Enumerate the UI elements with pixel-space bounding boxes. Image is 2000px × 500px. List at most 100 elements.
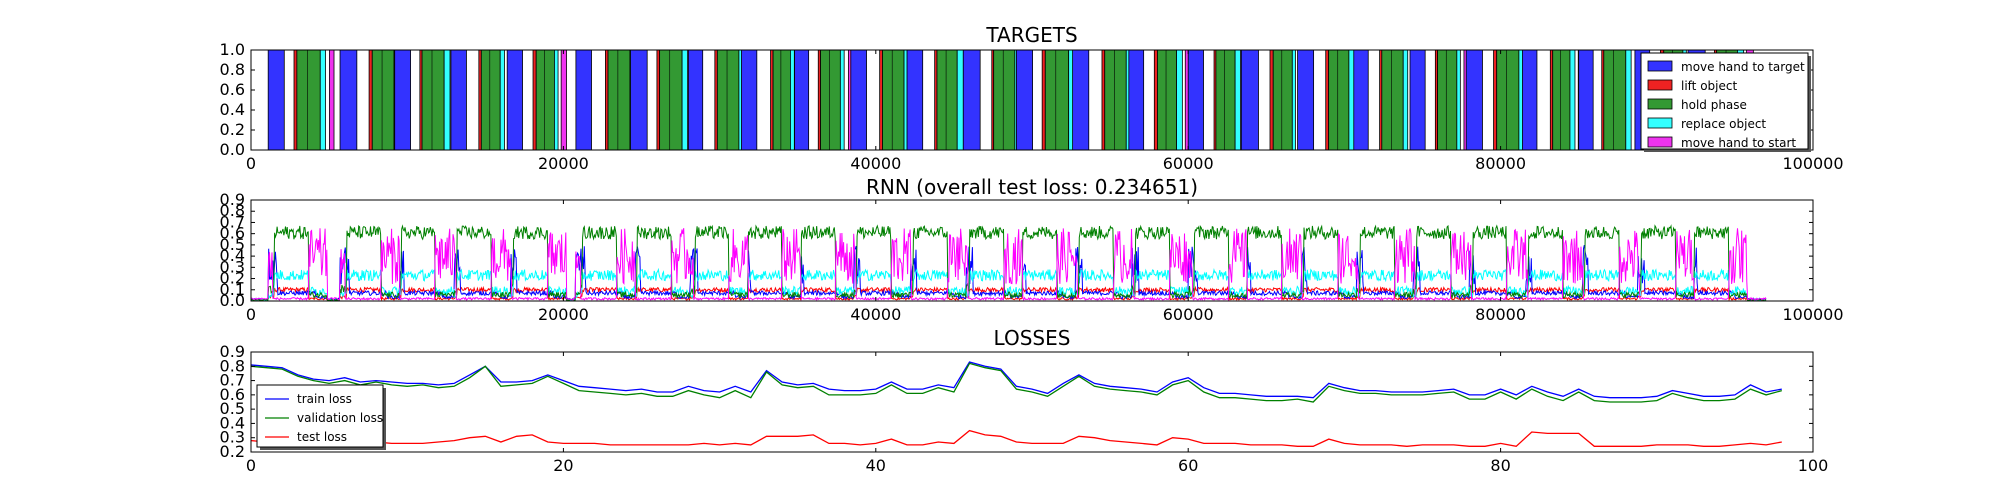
target-bar xyxy=(741,49,758,151)
rnn-xtick-label: 80000 xyxy=(1475,305,1526,324)
losses-xtick-label: 0 xyxy=(246,456,256,475)
target-bar xyxy=(630,49,648,151)
target-bar xyxy=(1128,49,1145,151)
rnn-series-magenta xyxy=(250,228,1767,302)
target-bar xyxy=(790,49,795,151)
rnn-panel: RNN (overall test loss: 0.234651) 0 20000… xyxy=(220,175,1844,324)
target-bar xyxy=(499,49,505,151)
rnn-ytick-label: 0.7 xyxy=(220,212,245,231)
target-bar xyxy=(794,49,810,151)
target-bar xyxy=(1153,49,1158,151)
target-bar xyxy=(850,49,867,151)
target-bar xyxy=(1291,49,1296,151)
target-bar xyxy=(936,49,958,151)
target-bar xyxy=(1240,49,1259,151)
target-bar xyxy=(772,49,791,151)
target-bar xyxy=(1015,49,1033,151)
targets-bars xyxy=(267,49,1754,151)
loss-line-train-loss xyxy=(250,361,1782,399)
target-bar xyxy=(1437,49,1458,151)
losses-ticks: 0 20 40 60 80 100 0.20.30.40.50.60.70.80.9 xyxy=(220,342,1829,475)
target-bar xyxy=(368,49,373,151)
targets-xtick-label: 60000 xyxy=(1163,154,1214,173)
targets-xtick-label: 0 xyxy=(246,154,256,173)
targets-xtick-label: 100000 xyxy=(1782,154,1843,173)
target-bar xyxy=(1409,49,1426,151)
target-bar xyxy=(1101,49,1106,151)
target-bar xyxy=(607,49,631,151)
losses-ytick-label: 0.7 xyxy=(220,371,245,390)
target-bar xyxy=(1272,49,1293,151)
targets-legend-label: move hand to start xyxy=(1681,136,1796,150)
targets-xtick-label: 40000 xyxy=(850,154,901,173)
target-bar xyxy=(1325,49,1330,151)
target-bar xyxy=(956,49,964,151)
target-bar xyxy=(820,49,841,151)
rnn-series-green xyxy=(250,224,1767,302)
rnn-xtick-label: 100000 xyxy=(1782,305,1843,324)
losses-xtick-label: 80 xyxy=(1490,456,1510,475)
target-bar xyxy=(296,49,321,151)
targets-legend-label: replace object xyxy=(1681,117,1766,131)
target-bar xyxy=(1215,49,1236,151)
target-bar xyxy=(1176,49,1183,151)
losses-ytick-label: 0.9 xyxy=(220,342,245,361)
rnn-xtick-label: 0 xyxy=(246,305,256,324)
losses-ytick-label: 0.6 xyxy=(220,385,245,404)
target-bar xyxy=(1269,49,1274,151)
targets-legend-swatch xyxy=(1647,98,1673,110)
losses-legend-label: train loss xyxy=(297,392,352,406)
target-bar xyxy=(1578,49,1594,151)
target-bar xyxy=(1348,49,1355,151)
targets-legend: move hand to target lift object hold phase… xyxy=(1640,52,1811,152)
target-bar xyxy=(1041,49,1046,151)
losses-plot-area xyxy=(251,352,1813,452)
loss-line-validation-loss xyxy=(250,362,1782,403)
target-bar xyxy=(1493,49,1498,151)
losses-legend-label: test loss xyxy=(297,430,347,444)
target-bar xyxy=(450,49,467,151)
target-bar xyxy=(687,49,704,151)
target-bar xyxy=(394,49,411,151)
losses-axes-frame xyxy=(250,351,1814,453)
target-bar xyxy=(1522,49,1538,151)
target-bar xyxy=(421,49,445,151)
target-bar xyxy=(339,49,358,151)
rnn-xtick-label: 40000 xyxy=(850,305,901,324)
target-bar xyxy=(480,49,501,151)
losses-ytick-label: 0.4 xyxy=(220,413,245,432)
target-bar xyxy=(1381,49,1404,151)
losses-ytick-label: 0.3 xyxy=(220,428,245,447)
target-bar xyxy=(1297,49,1315,151)
target-bar xyxy=(319,49,326,151)
rnn-ytick-label: 0.8 xyxy=(220,201,245,220)
targets-legend-swatch xyxy=(1647,117,1673,129)
targets-legend-swatch xyxy=(1647,79,1673,91)
target-bar xyxy=(1625,49,1632,151)
targets-legend-swatch xyxy=(1647,136,1673,148)
target-bar xyxy=(443,49,451,151)
target-bar xyxy=(1234,49,1241,151)
losses-lines xyxy=(250,361,1782,447)
rnn-xtick-label: 20000 xyxy=(538,305,589,324)
loss-line-test-loss xyxy=(250,429,1782,447)
targets-legend-label: lift object xyxy=(1681,79,1737,93)
target-bar xyxy=(1496,49,1520,151)
rnn-title: RNN (overall test loss: 0.234651) xyxy=(866,175,1198,199)
target-bar xyxy=(1569,49,1576,151)
target-bar xyxy=(1104,49,1127,151)
target-bar xyxy=(879,49,883,151)
losses-legend-label: validation loss xyxy=(297,411,383,425)
targets-ytick-label: 0.2 xyxy=(220,120,245,139)
target-bar xyxy=(1157,49,1177,151)
rnn-ytick-label: 0.1 xyxy=(220,280,245,299)
losses-panel: LOSSES 0 20 40 60 80 100 0.20.30.40.50.60.70.8… xyxy=(220,326,1829,475)
losses-ytick-label: 0.8 xyxy=(220,356,245,375)
rnn-axes-frame xyxy=(250,199,1814,302)
target-bar xyxy=(1603,49,1627,151)
targets-xtick-label: 20000 xyxy=(538,154,589,173)
rnn-ticks: 0 20000 40000 60000 80000 1000000.00.10.20.30… xyxy=(220,190,1844,324)
losses-xtick-label: 20 xyxy=(553,456,573,475)
targets-axes-frame xyxy=(250,49,1814,151)
target-bar xyxy=(267,49,285,151)
